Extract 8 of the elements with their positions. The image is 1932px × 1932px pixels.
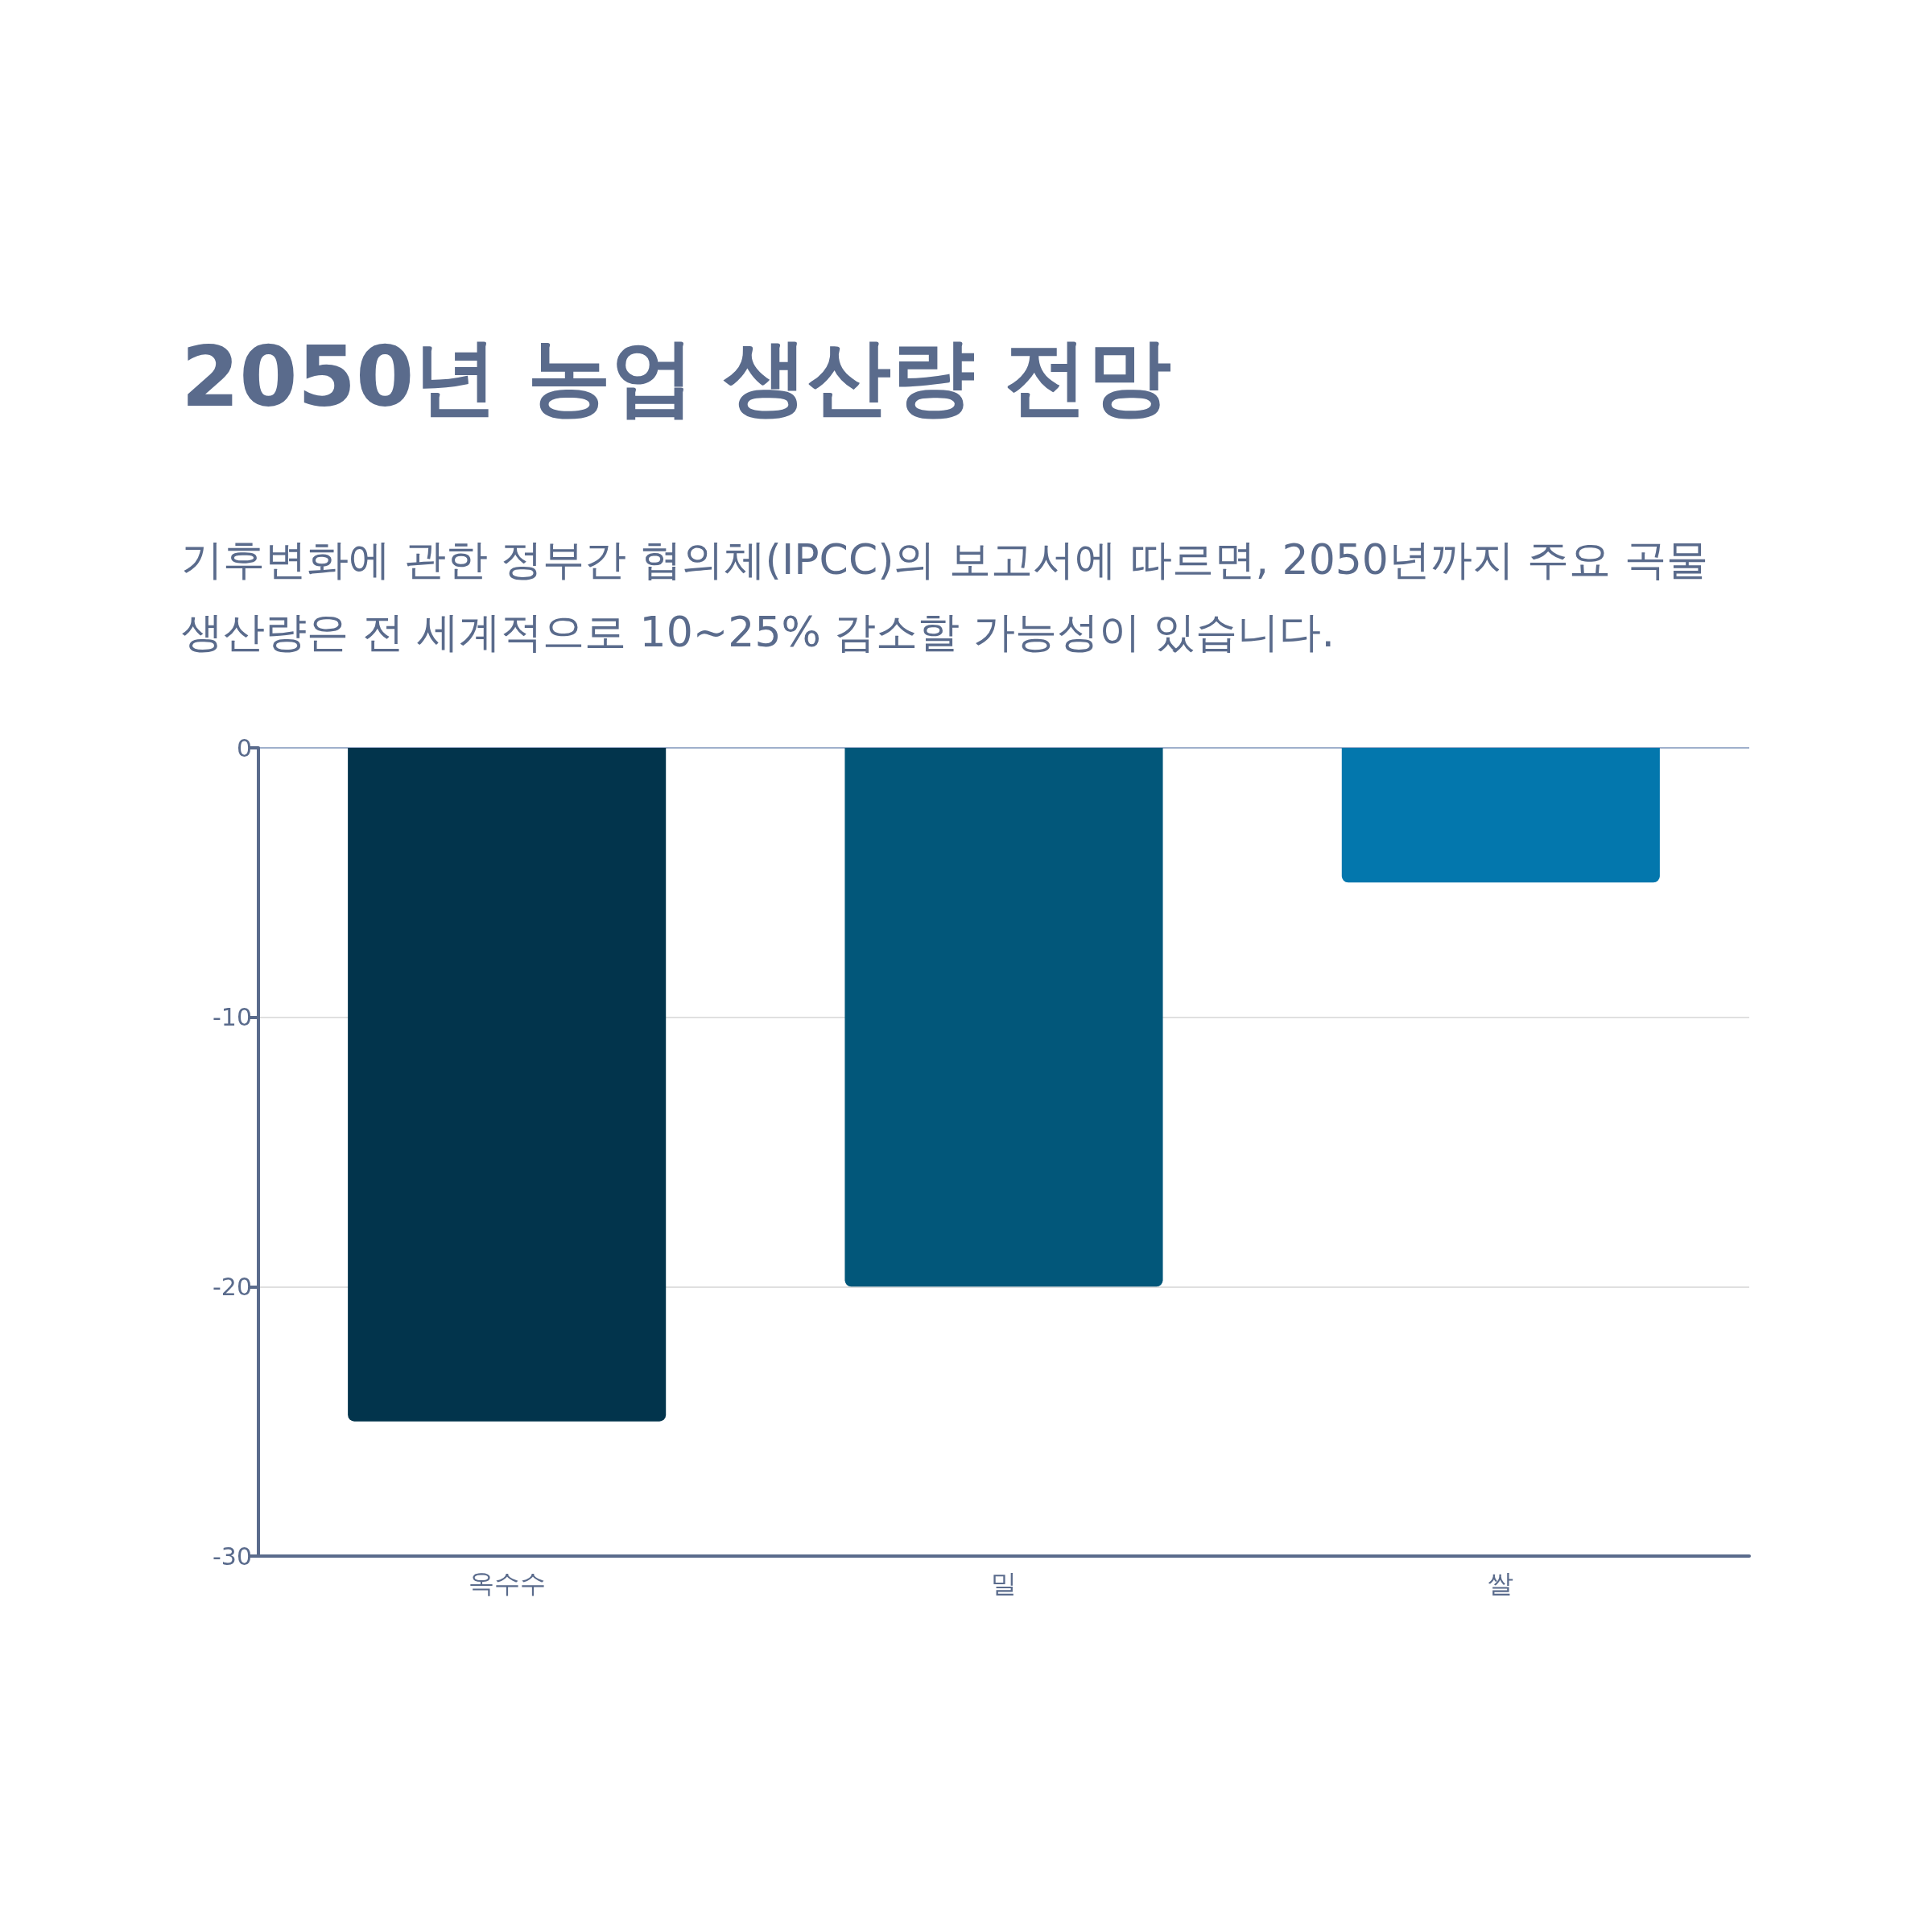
chart-subtitle: 기후변화에 관한 정부간 협의체(IPCC)의 보고서에 따르면, 2050년까지 주요 곡물 생산량은 전 세계적으로 10~25% 감소할 가능성이 있습니다.: [181, 535, 1709, 658]
x-tick-label: 쌀: [1488, 1568, 1514, 1599]
y-tick-label: -20: [213, 1272, 252, 1301]
y-tick-label: -10: [213, 1003, 252, 1032]
x-tick-label: 밀: [991, 1568, 1017, 1599]
x-tick-label: 옥수수: [468, 1568, 546, 1599]
chart-title: 2050년 농업 생산량 전망: [181, 327, 1172, 427]
y-tick-label: -30: [213, 1542, 252, 1571]
